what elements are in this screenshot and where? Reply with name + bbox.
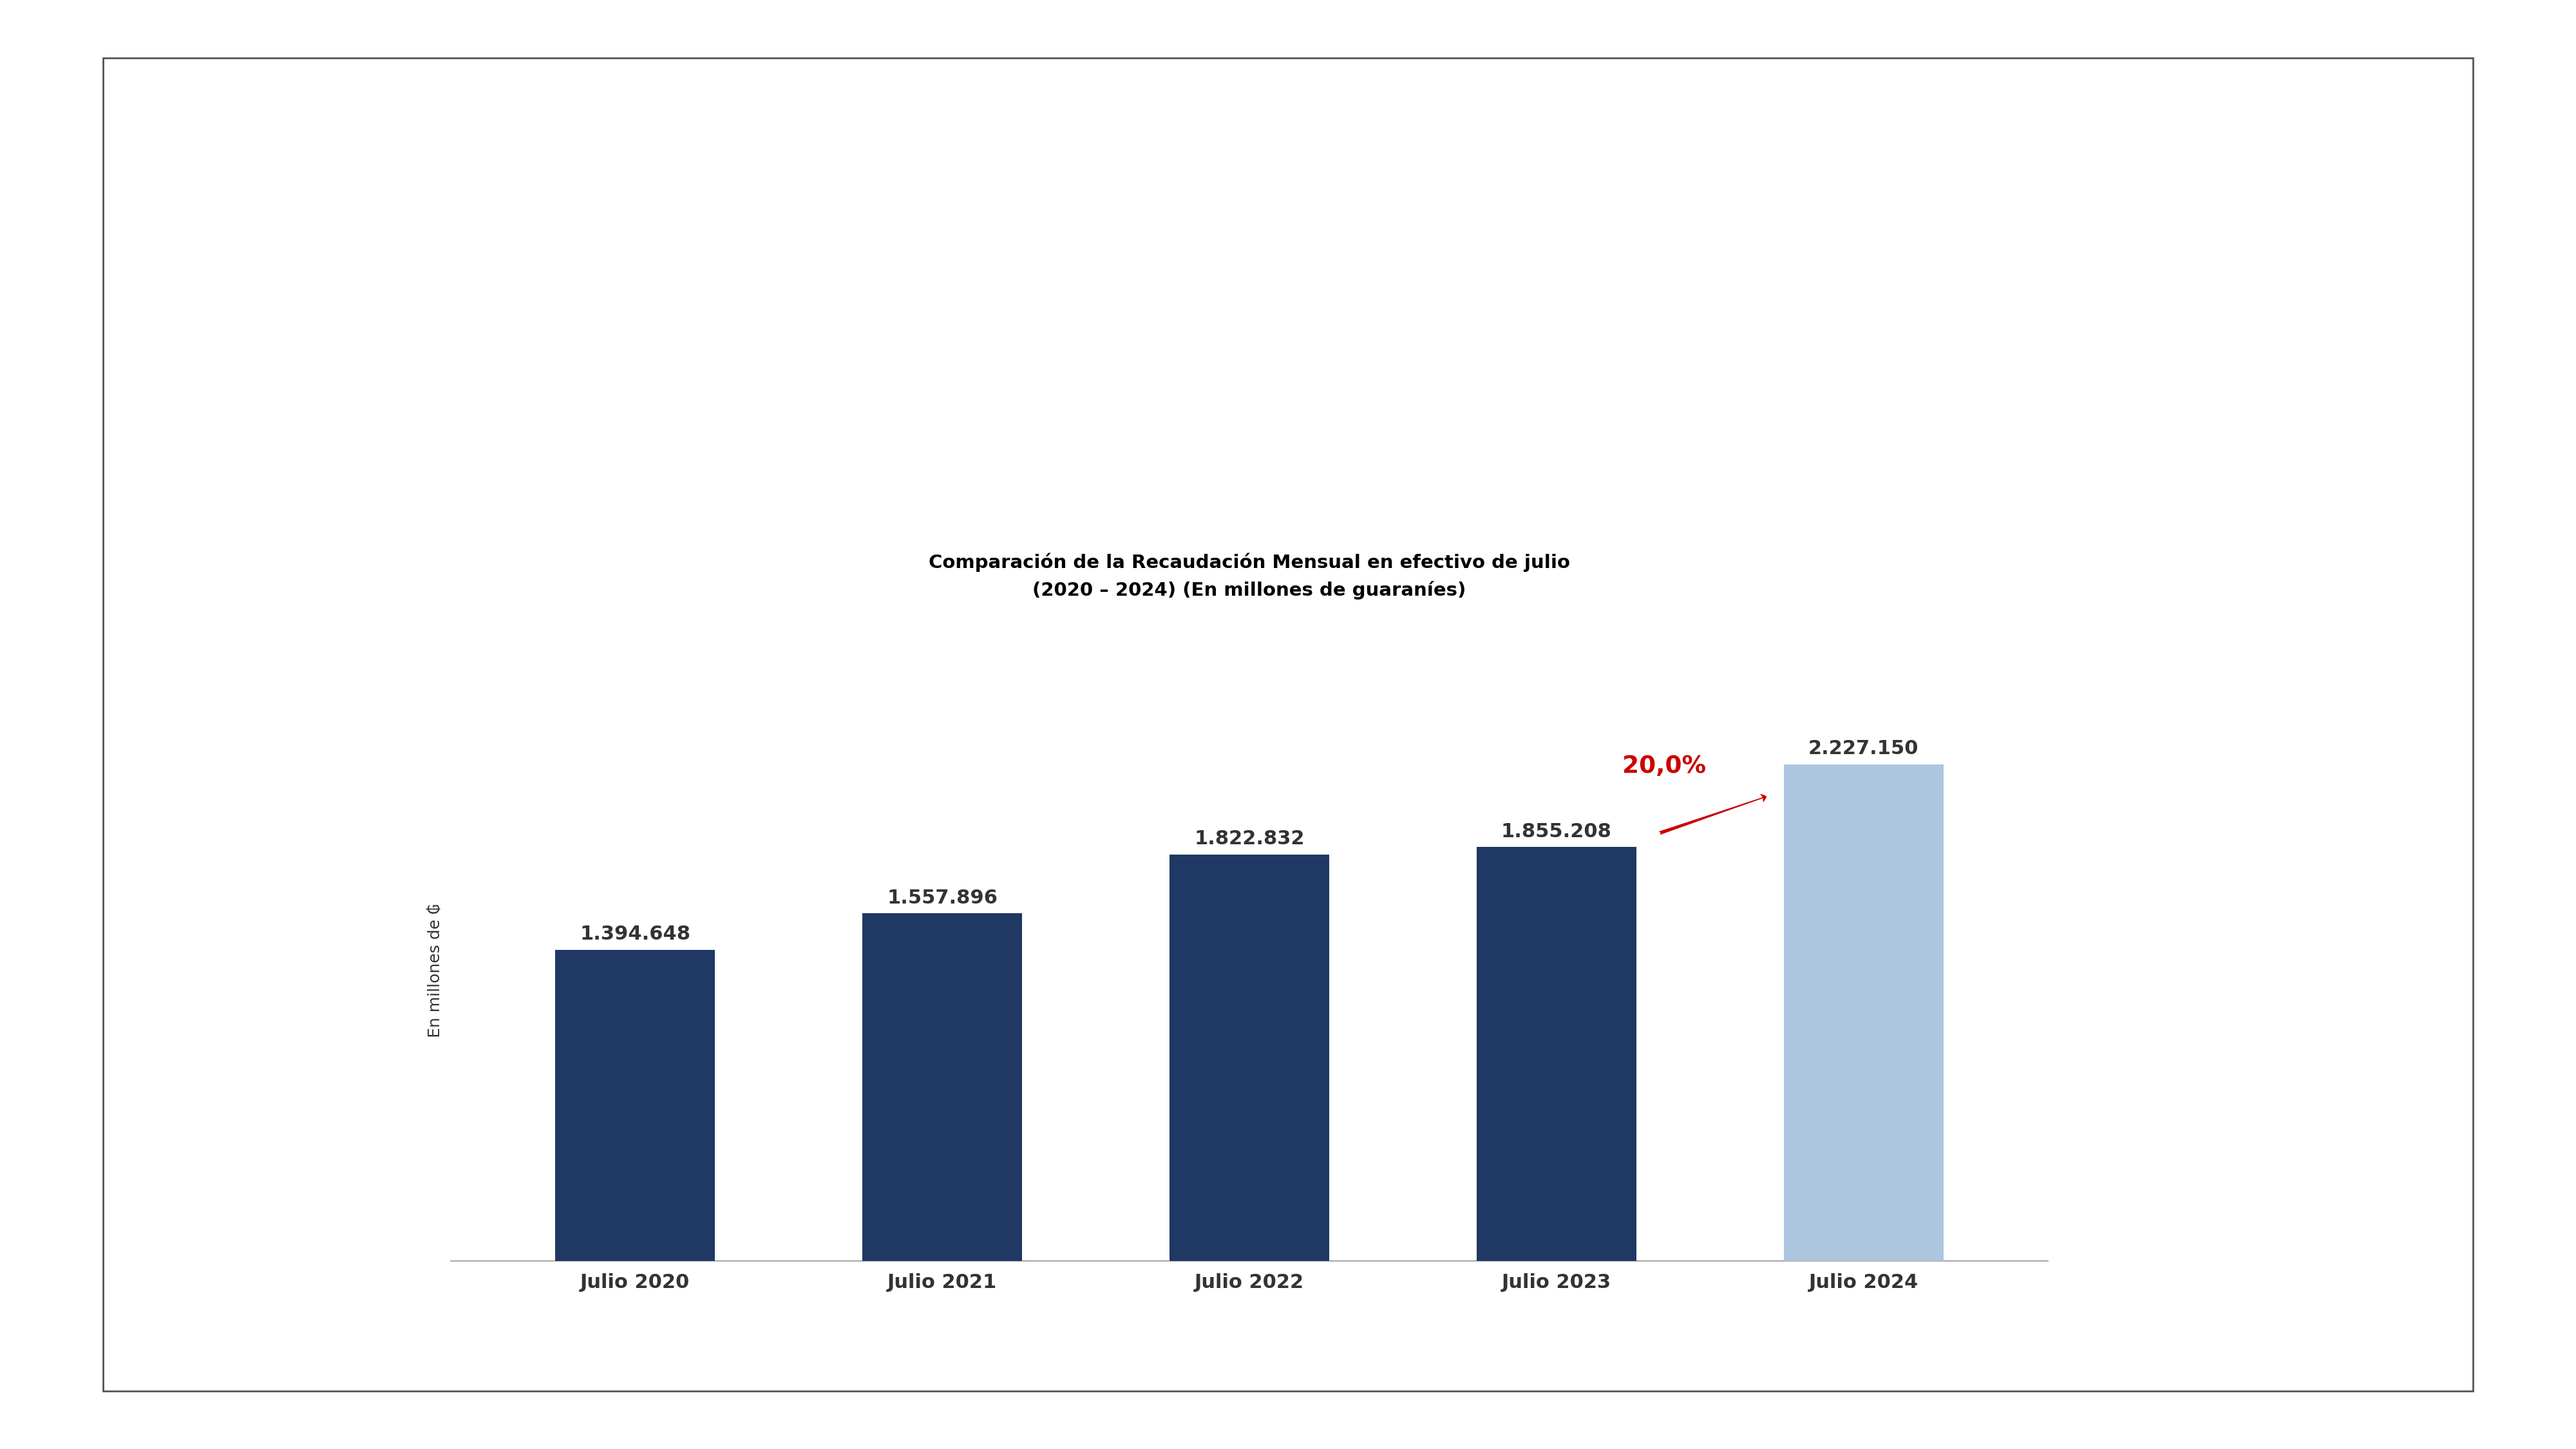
Text: Comparación de la Recaudación Mensual en efectivo de julio
(2020 – 2024) (En mil: Comparación de la Recaudación Mensual en… <box>927 552 1571 600</box>
Text: 2.227.150: 2.227.150 <box>1808 739 1919 758</box>
Text: 20,0%: 20,0% <box>1623 755 1705 778</box>
Bar <box>556 949 716 1261</box>
Text: 1.394.648: 1.394.648 <box>580 924 690 943</box>
Text: 1.855.208: 1.855.208 <box>1502 822 1613 840</box>
Bar <box>1170 855 1329 1261</box>
Bar <box>1476 848 1636 1261</box>
Y-axis label: En millones de ₲: En millones de ₲ <box>428 904 443 1037</box>
Text: 1.822.832: 1.822.832 <box>1195 829 1303 848</box>
Text: 1.557.896: 1.557.896 <box>886 888 997 907</box>
Bar <box>863 913 1023 1261</box>
Text: IMPUESTOS INTERNOS: IMPUESTOS INTERNOS <box>1066 454 1432 481</box>
Bar <box>1783 764 1942 1261</box>
